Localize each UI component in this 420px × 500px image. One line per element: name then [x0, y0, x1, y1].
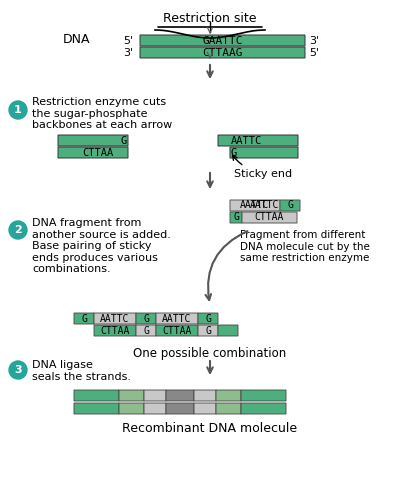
Circle shape [9, 101, 27, 119]
FancyBboxPatch shape [94, 313, 136, 324]
FancyBboxPatch shape [230, 200, 280, 211]
Text: DNA ligase
seals the strands.: DNA ligase seals the strands. [32, 360, 131, 382]
Text: Fragment from different
DNA molecule cut by the
same restriction enzyme: Fragment from different DNA molecule cut… [240, 230, 370, 263]
FancyBboxPatch shape [74, 403, 119, 414]
Text: 2: 2 [14, 225, 22, 235]
FancyBboxPatch shape [166, 390, 194, 401]
Text: G: G [205, 326, 211, 336]
FancyBboxPatch shape [58, 147, 128, 158]
FancyBboxPatch shape [74, 313, 94, 324]
Text: G: G [205, 314, 211, 324]
Text: AATTC: AATTC [100, 314, 130, 324]
Text: GAATTC: GAATTC [202, 36, 243, 46]
Circle shape [9, 221, 27, 239]
Text: G: G [287, 200, 293, 210]
FancyBboxPatch shape [230, 212, 242, 223]
Text: One possible combination: One possible combination [134, 347, 286, 360]
FancyBboxPatch shape [119, 403, 144, 414]
FancyBboxPatch shape [198, 325, 218, 336]
Text: AATTC: AATTC [240, 200, 270, 210]
FancyBboxPatch shape [194, 403, 216, 414]
Text: CTTAA: CTTAA [255, 212, 284, 222]
Text: AATTC: AATTC [162, 314, 192, 324]
FancyBboxPatch shape [230, 147, 298, 158]
Text: CTTAA: CTTAA [162, 326, 192, 336]
Text: Restriction enzyme cuts
the sugar-phosphate
backbones at each arrow: Restriction enzyme cuts the sugar-phosph… [32, 97, 172, 130]
Text: G: G [121, 136, 127, 145]
FancyBboxPatch shape [218, 135, 298, 146]
Text: 5': 5' [123, 36, 133, 46]
FancyBboxPatch shape [136, 313, 156, 324]
Text: CTTAAG: CTTAAG [202, 48, 243, 58]
FancyBboxPatch shape [136, 325, 156, 336]
FancyBboxPatch shape [94, 325, 136, 336]
Text: G: G [143, 326, 149, 336]
FancyBboxPatch shape [74, 390, 119, 401]
FancyBboxPatch shape [198, 313, 218, 324]
Text: G: G [143, 314, 149, 324]
FancyBboxPatch shape [144, 390, 166, 401]
FancyBboxPatch shape [280, 200, 300, 211]
Text: CTTAA: CTTAA [100, 326, 130, 336]
FancyBboxPatch shape [140, 47, 305, 58]
Text: 3': 3' [123, 48, 133, 58]
Text: G: G [81, 314, 87, 324]
FancyBboxPatch shape [216, 403, 241, 414]
FancyBboxPatch shape [156, 325, 198, 336]
Text: Restriction site: Restriction site [163, 12, 257, 25]
FancyBboxPatch shape [119, 390, 144, 401]
Circle shape [9, 361, 27, 379]
Text: Recombinant DNA molecule: Recombinant DNA molecule [123, 422, 297, 435]
Text: DNA fragment from
another source is added.
Base pairing of sticky
ends produces : DNA fragment from another source is adde… [32, 218, 171, 274]
Text: AATTC: AATTC [231, 136, 262, 145]
Text: CTTAA: CTTAA [82, 148, 114, 158]
FancyBboxPatch shape [156, 313, 198, 324]
Text: 5': 5' [309, 48, 319, 58]
Text: Sticky end: Sticky end [233, 156, 292, 179]
Text: 3: 3 [14, 365, 22, 375]
Text: 3': 3' [309, 36, 319, 46]
Text: DNA: DNA [63, 33, 90, 46]
Text: G: G [233, 212, 239, 222]
Text: 1: 1 [14, 105, 22, 115]
Text: G: G [231, 148, 237, 158]
FancyBboxPatch shape [140, 35, 305, 46]
FancyBboxPatch shape [166, 403, 194, 414]
FancyBboxPatch shape [241, 403, 286, 414]
FancyBboxPatch shape [194, 390, 216, 401]
Text: AATTC: AATTC [250, 200, 280, 210]
FancyBboxPatch shape [144, 403, 166, 414]
FancyBboxPatch shape [216, 390, 241, 401]
FancyBboxPatch shape [241, 390, 286, 401]
FancyBboxPatch shape [58, 135, 128, 146]
FancyBboxPatch shape [218, 325, 238, 336]
FancyBboxPatch shape [242, 212, 297, 223]
